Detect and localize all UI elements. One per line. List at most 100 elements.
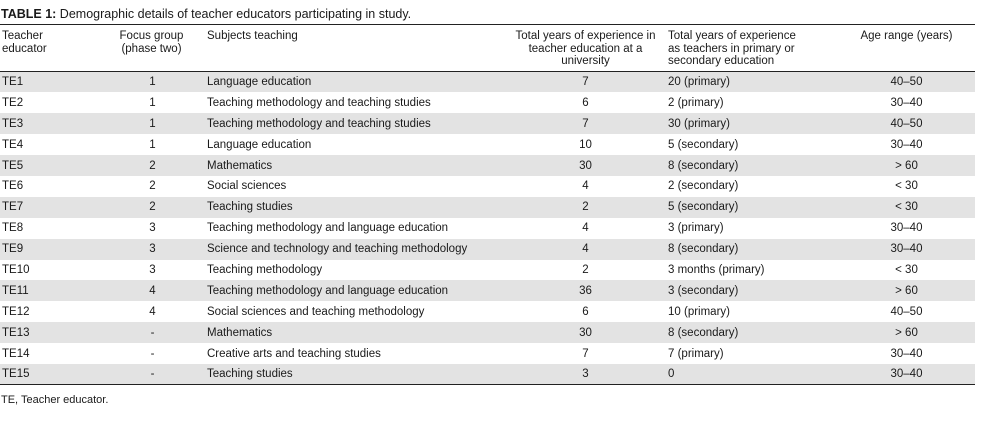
- cell-focus-group: 3: [149, 263, 156, 276]
- table-row: TE2 1 Teaching methodology and teaching st…: [0, 92, 975, 113]
- cell-school-experience: 2 (primary): [668, 96, 724, 109]
- cell-teacher-educator: TE1: [2, 76, 24, 89]
- cell-teacher-educator: TE11: [2, 284, 29, 297]
- cell-teacher-educator: TE2: [2, 96, 24, 109]
- cell-focus-group: 1: [149, 138, 156, 151]
- demographics-table: Teacher educator Focus group (phase two)…: [0, 24, 975, 385]
- cell-school-experience: 3 months (primary): [668, 263, 765, 276]
- cell-teacher-educator: TE15: [2, 368, 30, 381]
- cell-age-range: 40–50: [890, 117, 923, 130]
- table-header: Teacher educator Focus group (phase two)…: [0, 24, 975, 72]
- cell-subjects-teaching: Teaching studies: [207, 201, 293, 214]
- cell-age-range: < 30: [895, 263, 918, 276]
- cell-school-experience: 8 (secondary): [668, 159, 739, 172]
- cell-teacher-educator: TE3: [2, 117, 24, 130]
- cell-teacher-educator: TE8: [2, 222, 24, 235]
- table-row: TE5 2 Mathematics 30 8 (secondary) > 60: [0, 155, 975, 176]
- cell-subjects-teaching: Social sciences: [207, 180, 287, 193]
- table-row: TE4 1 Language education 10 5 (secondary) 30–…: [0, 134, 975, 155]
- cell-subjects-teaching: Mathematics: [207, 326, 273, 339]
- cell-focus-group: 1: [149, 76, 156, 89]
- table-row: TE10 3 Teaching methodology 2 3 months (prim…: [0, 260, 975, 281]
- cell-subjects-teaching: Creative arts and teaching studies: [207, 347, 381, 360]
- cell-age-range: 30–40: [890, 96, 923, 109]
- cell-subjects-teaching: Teaching methodology and language educat…: [207, 222, 449, 235]
- table-row: TE12 4 Social sciences and teaching method…: [0, 301, 975, 322]
- table-row: TE7 2 Teaching studies 2 5 (secondary) < 30: [0, 196, 975, 218]
- cell-university-experience: 6: [582, 96, 589, 109]
- table-footnote: TE, Teacher educator.: [1, 394, 109, 406]
- cell-focus-group: 3: [149, 222, 156, 235]
- cell-school-experience: 3 (secondary): [668, 284, 739, 297]
- cell-focus-group: -: [150, 347, 155, 360]
- cell-age-range: > 60: [895, 284, 918, 297]
- cell-university-experience: 7: [582, 76, 589, 89]
- cell-university-experience: 7: [582, 117, 589, 130]
- cell-teacher-educator: TE14: [2, 347, 30, 360]
- cell-subjects-teaching: Teaching methodology and language educat…: [207, 284, 449, 297]
- cell-age-range: < 30: [895, 180, 918, 193]
- cell-university-experience: 10: [579, 138, 592, 151]
- cell-school-experience: 3 (primary): [668, 222, 724, 235]
- cell-teacher-educator: TE13: [2, 326, 30, 339]
- cell-subjects-teaching: Language education: [207, 76, 312, 89]
- cell-university-experience: 7: [582, 347, 589, 360]
- cell-school-experience: 10 (primary): [668, 305, 730, 318]
- cell-school-experience: 8 (secondary): [668, 326, 739, 339]
- header-age-range: Age range (years): [860, 30, 953, 42]
- header-university-experience: Total years of experience in teacher edu…: [515, 30, 656, 67]
- cell-subjects-teaching: Science and technology and teaching meth…: [207, 243, 468, 256]
- cell-subjects-teaching: Teaching methodology and teaching studie…: [207, 96, 431, 109]
- table-caption-text: Demographic details of teacher educators…: [56, 7, 412, 21]
- cell-school-experience: 5 (secondary): [668, 201, 739, 214]
- cell-teacher-educator: TE12: [2, 305, 30, 318]
- cell-school-experience: 30 (primary): [668, 117, 730, 130]
- cell-university-experience: 36: [579, 284, 592, 297]
- cell-university-experience: 30: [579, 326, 592, 339]
- cell-subjects-teaching: Teaching methodology and teaching studie…: [207, 117, 431, 130]
- cell-university-experience: 6: [582, 305, 589, 318]
- table-row: TE9 3 Science and technology and teaching …: [0, 238, 975, 260]
- cell-subjects-teaching: Mathematics: [207, 159, 273, 172]
- cell-school-experience: 7 (primary): [668, 347, 724, 360]
- cell-focus-group: -: [150, 326, 155, 339]
- cell-age-range: 30–40: [890, 138, 923, 151]
- cell-school-experience: 2 (secondary): [668, 180, 739, 193]
- cell-focus-group: 4: [149, 305, 156, 318]
- cell-age-range: > 60: [895, 159, 918, 172]
- table-row: TE11 4 Teaching methodology and language e…: [0, 280, 975, 302]
- header-teacher-educator: Teacher educator: [2, 30, 47, 55]
- cell-school-experience: 8 (secondary): [668, 243, 739, 256]
- cell-focus-group: -: [150, 368, 155, 381]
- cell-focus-group: 1: [149, 96, 156, 109]
- table-row: TE8 3 Teaching methodology and language ed…: [0, 218, 975, 239]
- cell-university-experience: 4: [582, 222, 589, 235]
- cell-focus-group: 2: [149, 180, 156, 193]
- cell-university-experience: 3: [582, 368, 589, 381]
- table-row: TE15 - Teaching studies 3 0 30–40: [0, 363, 975, 385]
- header-subjects-teaching: Subjects teaching: [207, 30, 298, 42]
- cell-teacher-educator: TE5: [2, 159, 24, 172]
- cell-age-range: 40–50: [890, 305, 923, 318]
- table-caption: TABLE 1: Demographic details of teacher …: [1, 7, 411, 21]
- cell-focus-group: 1: [149, 117, 156, 130]
- cell-school-experience: 5 (secondary): [668, 138, 739, 151]
- table-body: TE1 1 Language education 7 20 (primary) 40–50…: [0, 71, 975, 385]
- cell-age-range: 30–40: [890, 222, 923, 235]
- cell-university-experience: 4: [582, 180, 589, 193]
- cell-teacher-educator: TE7: [2, 201, 24, 214]
- cell-focus-group: 4: [149, 284, 156, 297]
- cell-age-range: < 30: [895, 201, 918, 214]
- cell-school-experience: 0: [668, 368, 675, 381]
- table-row: TE13 - Mathematics 30 8 (secondary) > 60: [0, 322, 975, 344]
- cell-age-range: > 60: [895, 326, 918, 339]
- cell-age-range: 30–40: [890, 243, 923, 256]
- cell-teacher-educator: TE6: [2, 180, 24, 193]
- cell-university-experience: 4: [582, 243, 589, 256]
- cell-university-experience: 2: [582, 201, 589, 214]
- table-caption-label: TABLE 1:: [1, 7, 57, 21]
- header-focus-group: Focus group (phase two): [119, 30, 184, 55]
- cell-university-experience: 30: [579, 159, 592, 172]
- cell-teacher-educator: TE9: [2, 243, 24, 256]
